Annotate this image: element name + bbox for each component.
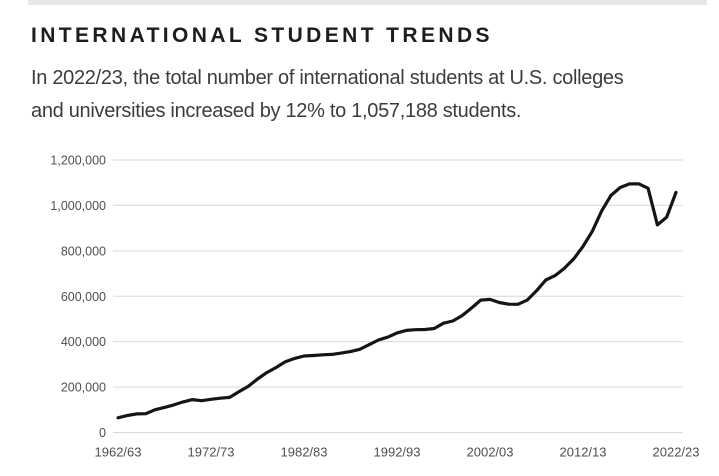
x-axis-tick-label: 1982/83	[281, 445, 328, 460]
x-axis-tick-label: 2012/13	[560, 445, 607, 460]
y-axis-tick-label: 200,000	[61, 381, 106, 395]
chart-subtitle-line2: and universities increased by 12% to 1,0…	[31, 100, 522, 122]
y-axis-tick-label: 0	[99, 426, 106, 440]
page-title: INTERNATIONAL STUDENT TRENDS	[31, 24, 493, 47]
y-axis-tick-label: 600,000	[61, 290, 106, 304]
line-chart: 0 200,000 400,000 600,000 800,000 1,000,000 1,…	[0, 146, 719, 476]
y-axis-tick-label: 400,000	[61, 335, 106, 349]
x-axis-tick-label: 2002/03	[467, 445, 514, 460]
line-chart-canvas: 0 200,000 400,000 600,000 800,000 1,000,000 1,…	[50, 154, 700, 460]
trend-line	[116, 182, 678, 420]
x-axis-tick-label: 2022/23	[653, 445, 700, 460]
x-axis-tick-label: 1992/93	[374, 445, 421, 460]
x-axis-tick-label: 1962/63	[95, 445, 142, 460]
y-axis-tick-label: 800,000	[61, 244, 106, 258]
chart-subtitle: In 2022/23, the total number of internat…	[31, 62, 624, 128]
top-divider-rule	[28, 0, 707, 5]
chart-subtitle-line1: In 2022/23, the total number of internat…	[31, 67, 624, 89]
y-axis-tick-label: 1,000,000	[50, 199, 106, 213]
y-axis-tick-label: 1,200,000	[50, 154, 106, 168]
x-axis-tick-label: 1972/73	[188, 445, 235, 460]
